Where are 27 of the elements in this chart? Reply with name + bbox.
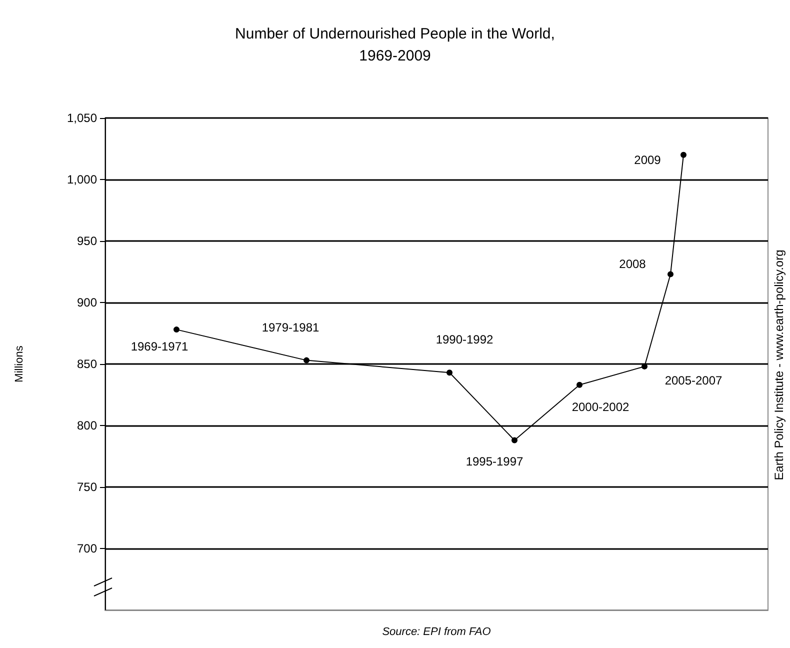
point [680,152,686,158]
y-tick-label: 850 [76,357,98,371]
y-tick-label: 800 [76,418,98,432]
y-tick-label: 700 [76,542,98,556]
annotation: 1990-1992 [436,332,494,347]
annotation: 2000-2002 [572,400,630,414]
y-tick-label: 1,000 [66,172,98,186]
point [446,370,452,376]
point [304,357,310,364]
annotation: 2005-2007 [664,373,723,388]
y-axis-title: Millions [14,345,26,382]
point [668,271,674,278]
point [576,382,582,388]
y-tick-label: 900 [76,296,98,310]
annotation: 1979-1981 [262,320,320,334]
annotation: 1969-1971 [130,340,189,354]
point [174,326,180,333]
text: Earth Policy Institute - www.earth-policy.org [772,250,786,480]
y-tick-label: 950 [76,234,98,248]
point [512,437,518,444]
annotation: 1995-1997 [466,454,524,468]
chart-title: Number of Undernourished People in the World, 1969-2009 [235,26,555,64]
y-tick-label: 1,050 [66,111,98,125]
source-note: Source: EPI from FAO [382,626,492,638]
annotation: 2009 [634,152,662,167]
annotation: 2008 [619,257,646,272]
y-tick-label: 750 [76,480,98,494]
